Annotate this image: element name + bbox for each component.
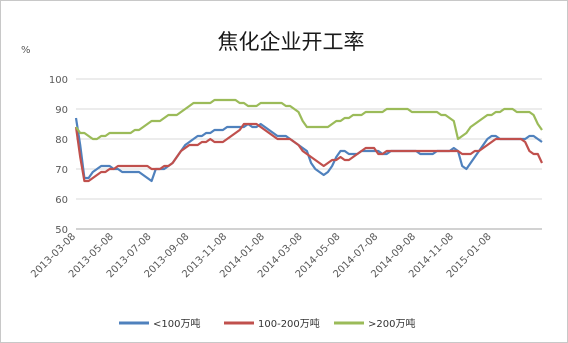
y-tick-label: 60 — [55, 195, 68, 206]
legend-label-3: >200万吨 — [368, 317, 415, 330]
series-line-3 — [75, 98, 543, 141]
series-lines — [74, 98, 543, 183]
legend: <100万吨 100-200万吨 >200万吨 — [119, 317, 415, 330]
series-line-2 — [74, 122, 543, 183]
x-tick-labels: 2013-03-082013-05-082013-07-082013-09-08… — [29, 231, 494, 280]
legend-label-1: <100万吨 — [153, 317, 200, 330]
series-line-1 — [74, 117, 543, 183]
y-tick-labels: 50 60 70 80 90 100 — [49, 75, 68, 236]
chart-title: 焦化企业开工率 — [218, 30, 365, 54]
y-tick-label: 70 — [55, 165, 68, 176]
y-tick-label: 50 — [55, 225, 68, 236]
y-axis-label: % — [21, 45, 31, 56]
y-tick-label: 80 — [55, 135, 68, 146]
y-tick-label: 90 — [55, 105, 68, 116]
y-tick-label: 100 — [49, 75, 68, 86]
legend-label-2: 100-200万吨 — [258, 317, 320, 330]
